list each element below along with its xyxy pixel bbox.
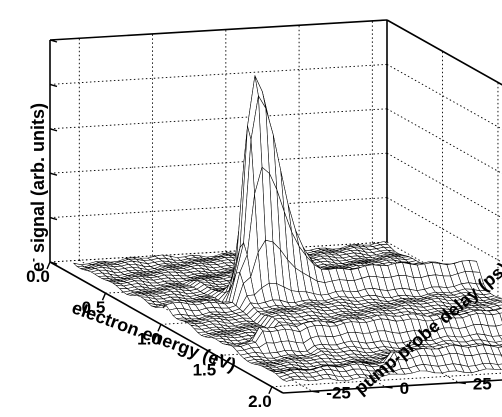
y-tick-label: 25 xyxy=(473,375,492,394)
axis-edge xyxy=(49,261,284,394)
z-tick-mark xyxy=(49,216,58,221)
x-tick-label: 0.0 xyxy=(26,267,50,286)
tick-layer: 0.00.51.01.52.0-250255075 xyxy=(26,39,492,411)
x-tick-mark xyxy=(46,261,51,270)
y-tick-label: -25 xyxy=(326,383,351,402)
x-tick-mark xyxy=(101,292,107,301)
axis-edge xyxy=(386,19,502,86)
z-axis-title: e- signal (arb. units) xyxy=(26,103,48,272)
z-tick-mark xyxy=(49,83,58,88)
axis-frame xyxy=(49,19,502,394)
surface-mesh xyxy=(73,75,502,382)
z-tick-mark xyxy=(49,39,58,43)
y-tick-label: 0 xyxy=(400,379,409,398)
y-tick-mark xyxy=(458,381,466,385)
x-tick-mark xyxy=(268,386,273,395)
x-tick-label: 1.5 xyxy=(193,361,217,380)
z-tick-mark xyxy=(49,261,58,265)
grid-line xyxy=(386,152,502,219)
x-tick-mark xyxy=(157,324,162,332)
grid-line xyxy=(49,108,388,130)
grid-line xyxy=(49,241,388,263)
grid-line xyxy=(271,372,502,388)
axis-edge xyxy=(282,379,502,394)
surface-cell xyxy=(282,376,295,382)
z-tick-mark xyxy=(49,172,58,176)
grid-line xyxy=(386,64,502,130)
x-tick-label: 2.0 xyxy=(248,392,272,411)
x-tick-mark xyxy=(212,355,218,363)
grid-line xyxy=(49,63,388,85)
grid-line xyxy=(49,152,388,174)
grid-line xyxy=(386,197,502,263)
y-tick-mark xyxy=(385,386,393,389)
z-tick-mark xyxy=(49,128,58,132)
axis-edge xyxy=(49,19,388,41)
y-tick-mark xyxy=(312,390,320,393)
grid-line xyxy=(386,108,502,174)
x-tick-label: 0.5 xyxy=(82,298,106,317)
grid-line xyxy=(49,197,388,219)
grid-line xyxy=(386,19,502,86)
x-tick-label: 1.0 xyxy=(137,329,161,348)
